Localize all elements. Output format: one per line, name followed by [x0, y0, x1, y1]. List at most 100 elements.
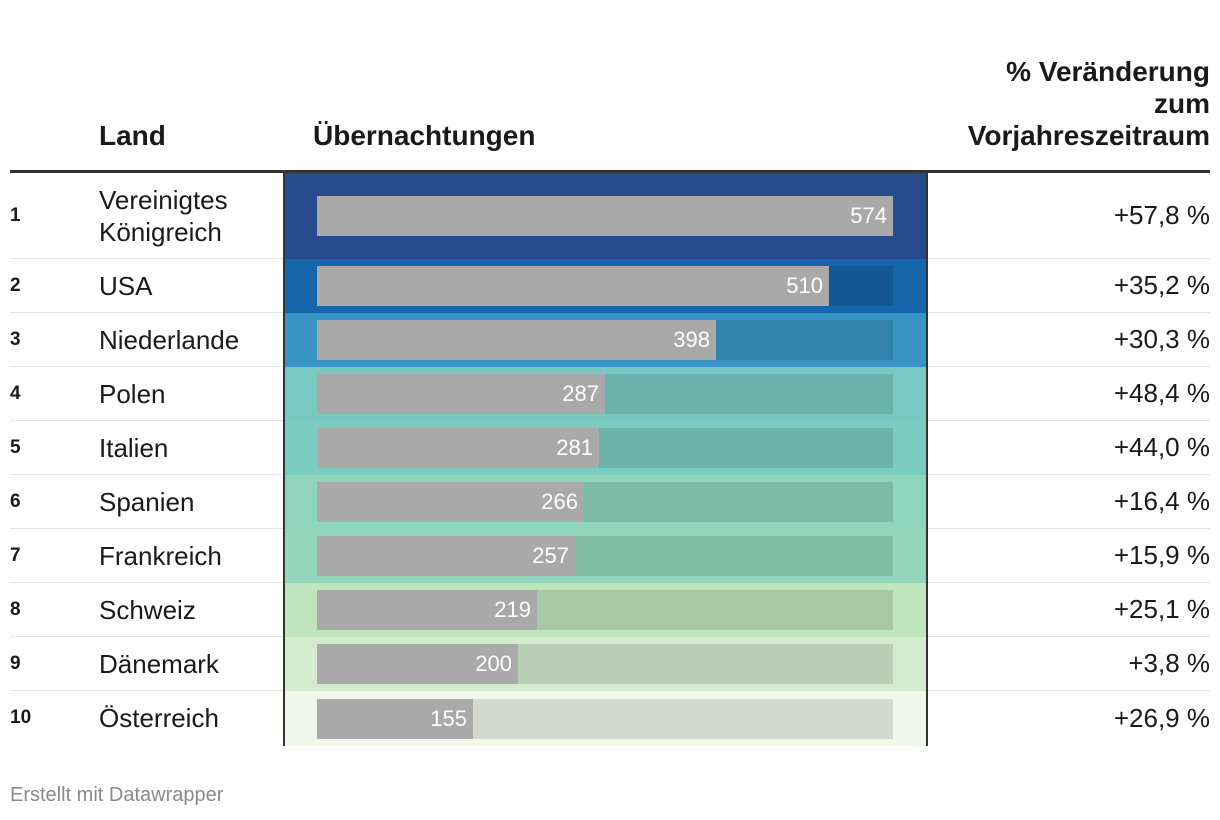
header-value: Übernachtungen — [313, 120, 536, 151]
land-cell: USA — [99, 259, 279, 312]
land-label: USA — [99, 270, 153, 301]
table-row: 3 Niederlande 398 +30,3 % — [10, 313, 1210, 367]
value-cell: 398 — [283, 313, 928, 367]
bar-value-label: 257 — [532, 543, 569, 568]
land-cell: Frankreich — [99, 529, 279, 582]
change-cell: +44,0 % — [1113, 432, 1210, 462]
bar-track: 266 — [317, 482, 893, 522]
rank-cell: 3 — [10, 328, 21, 350]
change-cell: +15,9 % — [1113, 540, 1210, 570]
change-cell: +30,3 % — [1113, 324, 1210, 354]
table-row: 6 Spanien 266 +16,4 % — [10, 475, 1210, 529]
land-label: Frankreich — [99, 540, 222, 571]
table-body: 1 Vereinigtes Königreich 574 +57,8 % 2 USA 510 +… — [10, 173, 1210, 746]
table-row: 1 Vereinigtes Königreich 574 +57,8 % — [10, 173, 1210, 259]
change-cell: +25,1 % — [1113, 594, 1210, 624]
header-change: % Veränderung zum Vorjahreszeitraum — [930, 56, 1210, 152]
rank-cell: 7 — [10, 544, 21, 566]
bar: 266 — [317, 482, 584, 522]
land-label: Schweiz — [99, 594, 196, 625]
header-land: Land — [99, 120, 166, 151]
change-cell: +48,4 % — [1113, 378, 1210, 408]
bar: 155 — [317, 698, 473, 739]
bar: 219 — [317, 590, 537, 630]
bar-track: 281 — [317, 428, 893, 468]
bar: 574 — [317, 196, 893, 236]
land-label: Königreich — [99, 216, 222, 247]
rank-cell: 6 — [10, 490, 21, 512]
rank-cell: 2 — [10, 274, 21, 296]
land-cell: Österreich — [99, 691, 279, 745]
value-cell: 219 — [283, 583, 928, 637]
value-cell: 266 — [283, 475, 928, 529]
value-cell: 257 — [283, 529, 928, 583]
value-cell: 510 — [283, 259, 928, 313]
header-change-line: zum — [1154, 88, 1210, 119]
table-row: 4 Polen 287 +48,4 % — [10, 367, 1210, 421]
land-cell: Niederlande — [99, 313, 279, 366]
value-cell: 200 — [283, 637, 928, 691]
land-label: Spanien — [99, 486, 195, 517]
bar-value-label: 155 — [430, 705, 467, 731]
table-row: 9 Dänemark 200 +3,8 % — [10, 637, 1210, 691]
land-label: Italien — [99, 432, 169, 463]
table-header: Land Übernachtungen % Veränderung zum Vo… — [10, 40, 1210, 172]
rank-cell: 9 — [10, 652, 21, 674]
rank-cell: 4 — [10, 382, 21, 404]
rank-cell: 10 — [10, 707, 32, 728]
change-cell: +57,8 % — [1113, 200, 1210, 230]
bar-track: 155 — [317, 698, 893, 739]
land-cell: Italien — [99, 421, 279, 474]
land-cell: Dänemark — [99, 637, 279, 690]
rank-cell: 8 — [10, 598, 21, 620]
land-cell: Schweiz — [99, 583, 279, 636]
bar: 281 — [317, 428, 599, 468]
table-row: 10 Österreich 155 +26,9 % — [10, 691, 1210, 746]
bar-value-label: 200 — [475, 651, 512, 676]
table-row: 8 Schweiz 219 +25,1 % — [10, 583, 1210, 637]
change-cell: +3,8 % — [1128, 648, 1210, 678]
change-cell: +26,9 % — [1113, 702, 1210, 733]
table-row: 7 Frankreich 257 +15,9 % — [10, 529, 1210, 583]
change-cell: +35,2 % — [1113, 270, 1210, 300]
bar-value-label: 219 — [494, 597, 531, 622]
bar: 398 — [317, 320, 716, 360]
land-cell: Vereinigtes Königreich — [99, 173, 279, 258]
table-row: 2 USA 510 +35,2 % — [10, 259, 1210, 313]
rank-cell: 1 — [10, 204, 21, 226]
header-change-line: % Veränderung — [1006, 56, 1210, 87]
land-cell: Polen — [99, 367, 279, 420]
bar-track: 257 — [317, 536, 893, 576]
bar-track: 200 — [317, 644, 893, 684]
bar-value-label: 266 — [541, 489, 578, 514]
land-label: Österreich — [99, 703, 219, 733]
table-row: 5 Italien 281 +44,0 % — [10, 421, 1210, 475]
value-cell: 287 — [283, 367, 928, 421]
bar: 510 — [317, 266, 829, 306]
header-rule — [10, 170, 1210, 173]
bar: 200 — [317, 644, 518, 684]
bar-value-label: 398 — [673, 327, 710, 352]
land-cell: Spanien — [99, 475, 279, 528]
bar-track: 574 — [317, 196, 893, 236]
change-cell: +16,4 % — [1113, 486, 1210, 516]
bar: 257 — [317, 536, 575, 576]
land-label: Vereinigtes — [99, 184, 228, 215]
bar-value-label: 574 — [850, 203, 887, 228]
bar: 287 — [317, 374, 605, 414]
land-label: Dänemark — [99, 648, 219, 679]
bar-value-label: 510 — [786, 273, 823, 298]
bar-value-label: 287 — [562, 381, 599, 406]
bar-track: 398 — [317, 320, 893, 360]
bar-track: 510 — [317, 266, 893, 306]
land-label: Niederlande — [99, 324, 240, 355]
value-cell: 574 — [283, 173, 928, 259]
rank-cell: 5 — [10, 436, 21, 458]
land-label: Polen — [99, 378, 166, 409]
value-cell: 281 — [283, 421, 928, 475]
footer-credit: Erstellt mit Datawrapper — [10, 784, 224, 806]
bar-track: 219 — [317, 590, 893, 630]
bar-value-label: 281 — [556, 435, 593, 460]
value-cell: 155 — [283, 691, 928, 746]
header-change-line: Vorjahreszeitraum — [967, 120, 1210, 151]
